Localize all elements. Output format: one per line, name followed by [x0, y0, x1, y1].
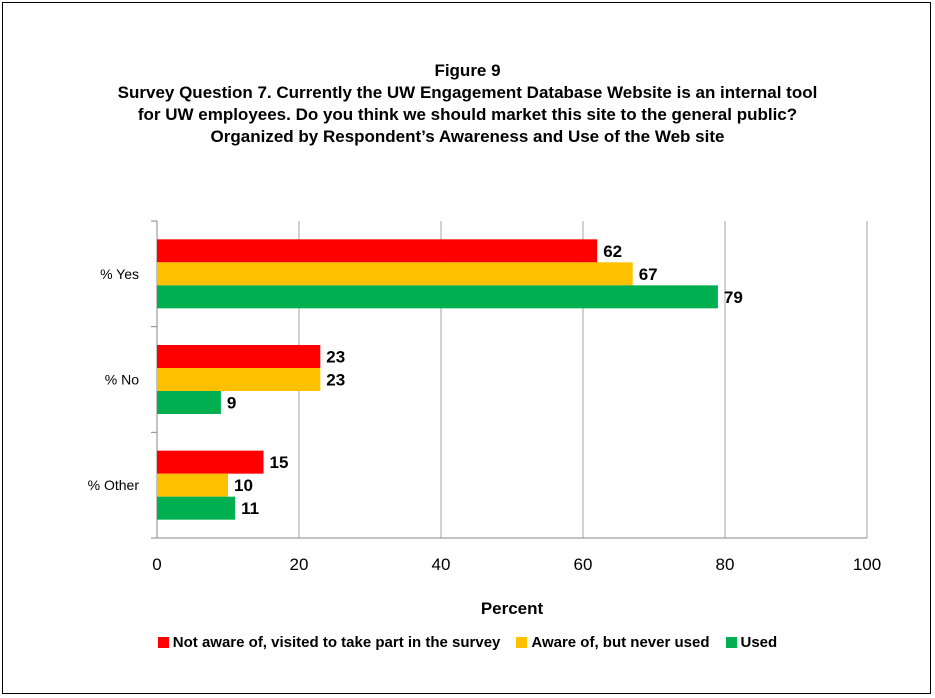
bar [157, 450, 264, 474]
data-label: 62 [603, 242, 622, 261]
legend-item: Not aware of, visited to take part in th… [157, 634, 501, 651]
chart-title-line: Survey Question 7. Currently the UW Enga… [117, 83, 818, 102]
x-tick-label: 40 [432, 555, 451, 574]
x-tick-label: 20 [290, 555, 309, 574]
x-axis-label: Percent [481, 599, 544, 618]
bar [157, 262, 633, 286]
x-tick-label: 0 [152, 555, 161, 574]
y-category-label: % Other [88, 477, 140, 493]
legend-label: Aware of, but never used [531, 634, 710, 651]
legend-label: Used [740, 634, 778, 651]
chart-titles: Figure 9 Survey Question 7. Currently th… [0, 60, 935, 148]
x-tick-label: 100 [853, 555, 881, 574]
bar [157, 345, 321, 368]
legend-label: Not aware of, visited to take part in th… [172, 634, 501, 651]
legend-swatch [725, 637, 737, 648]
data-label: 23 [326, 348, 345, 367]
y-category-label: % Yes [100, 266, 139, 282]
data-label: 10 [234, 476, 253, 495]
bar [157, 496, 236, 520]
legend-swatch [157, 637, 169, 648]
bar [157, 239, 598, 263]
bar [157, 473, 228, 497]
x-tick-label: 60 [574, 555, 593, 574]
data-label: 23 [326, 371, 345, 390]
chart-title-line: Organized by Respondent’s Awareness and … [210, 127, 725, 146]
data-label: 67 [639, 265, 658, 284]
data-label: 15 [270, 453, 289, 472]
legend: Not aware of, visited to take part in th… [0, 634, 935, 651]
data-label: 9 [227, 394, 236, 413]
data-label: 79 [724, 288, 743, 307]
bar [157, 285, 718, 309]
bar [157, 391, 221, 414]
chart-title-line: Figure 9 [434, 61, 501, 80]
legend-swatch [516, 637, 528, 648]
y-category-label: % No [105, 372, 139, 388]
chart-title-line: for UW employees. Do you think we should… [137, 105, 798, 124]
x-tick-label: 80 [716, 555, 735, 574]
legend-item: Used [725, 634, 778, 651]
legend-item: Aware of, but never used [516, 634, 710, 651]
data-label: 11 [241, 499, 259, 518]
bar [157, 368, 321, 391]
